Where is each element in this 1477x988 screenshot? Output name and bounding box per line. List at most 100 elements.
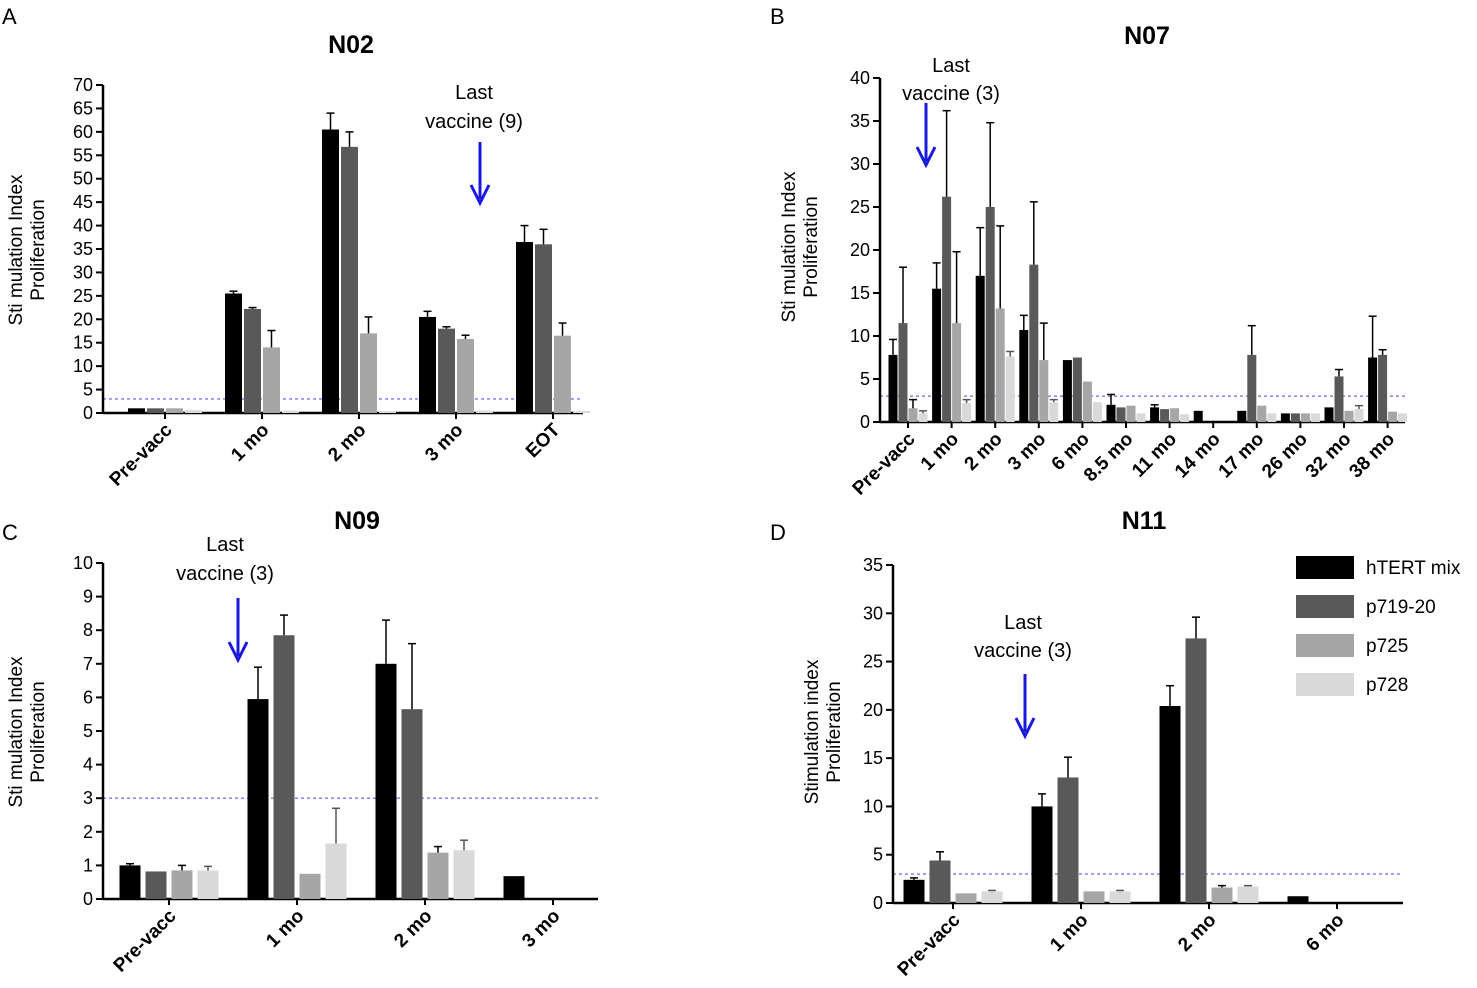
y-tick-label: 6 [83,687,93,707]
bar-htert-mix-pre-vacc [903,879,925,903]
bar-p719-20-3-mo [438,328,455,413]
y-tick-label: 4 [83,755,93,775]
legend-label-htert-mix: hTERT mix [1366,558,1461,579]
bar-p728-1-mo [962,403,972,422]
bar-p728-2-mo [1237,886,1259,903]
y-tick-label: 0 [860,412,870,432]
y-tick-label: 10 [73,356,93,376]
x-tick-label-38-mo: 38 mo [1345,429,1399,483]
bar-htert-mix-14-mo [1193,410,1203,422]
annotation-line1: Last [932,55,970,77]
bar-p719-20-pre-vacc [898,323,908,422]
bar-htert-mix-pre-vacc [119,865,141,899]
bar-p719-20-8-5-mo [1116,407,1126,422]
y-axis-label-line1: Stimulation index [802,659,823,804]
legend-swatch-p725 [1296,634,1354,657]
y-axis-label-line2: Proliferation [824,681,845,782]
x-tick-label-2-mo: 2 mo [324,420,370,466]
y-tick-label: 25 [73,286,93,306]
y-tick-label: 5 [83,721,93,741]
y-axis-label-line2: Proliferation [801,196,822,297]
bar-p728-1-mo [1109,891,1131,903]
bar-p719-20-1-mo [1057,777,1079,903]
legend: hTERT mix p719-20 p725 p728 [1296,556,1461,696]
x-tick-label-2-mo: 2 mo [390,906,436,952]
bar-p719-20-1-mo [273,635,295,899]
annotation-line2: vaccine (3) [176,563,274,585]
bar-p719-20-38-mo [1378,354,1388,422]
y-axis-label-line1: Sti mulation Index [779,171,800,323]
y-tick-label: 2 [83,822,93,842]
y-tick-label: 8 [83,620,93,640]
bar-p719-20-1-mo [942,196,952,422]
bar-p719-20-pre-vacc [147,408,164,413]
arrowhead-icon [915,146,937,169]
y-tick-label: 10 [73,553,93,573]
bar-p725-2-mo [995,308,1005,422]
x-tick-label-1-mo: 1 mo [1046,910,1092,956]
y-tick-label: 5 [83,380,93,400]
annotation-line1: Last [1004,612,1042,634]
bar-p719-20-17-mo [1247,354,1257,422]
bar-p728-11-mo [1180,414,1190,422]
y-tick-label: 10 [863,796,883,816]
y-tick-label: 15 [863,748,883,768]
bar-htert-mix-8-5-mo [1106,404,1116,422]
y-tick-label: 5 [873,845,883,865]
bar-p725-3-mo [1039,360,1049,422]
bar-p725-pre-vacc [171,870,193,899]
bar-p728-32-mo [1354,409,1364,422]
y-tick-label: 35 [73,239,93,259]
x-tick-label-pre-vacc: Pre-vacc [849,428,920,499]
bar-htert-mix-1-mo [932,288,942,422]
y-tick-label: 25 [863,652,883,672]
bar-htert-mix-2-mo [322,129,339,413]
bar-p725-6-mo [1082,381,1092,422]
legend-label-p728: p728 [1366,675,1408,696]
y-tick-label: 35 [863,555,883,575]
y-axis-label: Stimulation index Proliferation [802,659,845,804]
legend-label-p725: p725 [1366,636,1408,657]
bar-p725-pre-vacc [908,408,918,422]
chart-title: N09 [334,507,380,535]
x-tick-label-pre-vacc: Pre-vacc [110,905,181,976]
bar-p719-20-3-mo [1029,264,1039,422]
panel-letter: A [2,4,17,29]
x-tick-label-2-mo: 2 mo [961,429,1007,475]
y-tick-label: 1 [83,855,93,875]
annotation-line2: vaccine (3) [902,83,1000,105]
legend-swatch-p728 [1296,673,1354,696]
x-tick-label-26-mo: 26 mo [1258,429,1312,483]
bar-htert-mix-6-mo [1287,896,1309,903]
y-tick-label: 40 [850,68,870,88]
chart-title: N11 [1122,507,1167,535]
legend-swatch-p719-20 [1296,595,1354,618]
bar-p725-1-mo [952,323,962,422]
bar-p728-1-mo [325,843,347,899]
bar-htert-mix-2-mo [375,663,397,899]
y-axis-label-line2: Proliferation [28,199,49,300]
bar-p719-20-32-mo [1334,376,1344,422]
bar-htert-mix-26-mo [1280,413,1290,422]
y-axis-label: Sti mulation Index Proliferation [6,656,49,808]
chart-title: N02 [328,31,374,59]
bar-p728-eot [573,411,590,413]
annotation-line2: vaccine (9) [425,111,523,133]
bar-p728-17-mo [1267,413,1277,422]
panel-b: B N07 Sti mulation Index Proliferation 0 5 10 1… [770,4,1408,500]
x-tick-label-3-mo: 3 mo [421,420,467,466]
bar-p728-pre-vacc [197,870,219,899]
bar-htert-mix-3-mo [419,316,436,413]
bar-p719-20-6-mo [1072,357,1082,422]
bar-p725-1-mo [299,873,321,899]
y-tick-label: 0 [83,403,93,423]
y-tick-label: 60 [73,122,93,142]
x-tick-label-14-mo: 14 mo [1171,429,1225,483]
bar-p728-pre-vacc [918,413,928,422]
bar-htert-mix-eot [516,241,533,413]
y-tick-label: 5 [860,369,870,389]
bar-htert-mix-17-mo [1237,410,1247,422]
bar-p719-20-1-mo [244,308,261,413]
bar-p719-20-2-mo [401,709,423,899]
